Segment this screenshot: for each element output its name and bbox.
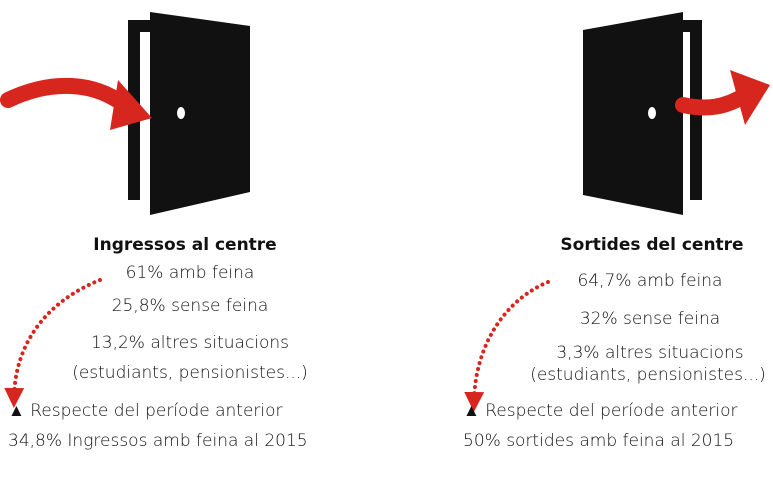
item: 64,7% amb feina [578, 271, 723, 291]
exit-arrow [675, 70, 770, 125]
panel-title: Sortides del centre [560, 235, 743, 255]
exit-door [583, 12, 702, 215]
entry-dotted-arrow [4, 278, 102, 408]
item: 32% sense feina [580, 309, 720, 329]
item: (estudiants, pensionistes...) [530, 365, 766, 385]
comparison: 50% sortides amb feina al 2015 [463, 431, 734, 451]
entry-arrow [0, 77, 152, 130]
exit-dotted-arrow [464, 280, 550, 412]
panel-title: Ingressos al centre [93, 235, 276, 255]
item: (estudiants, pensionistes...) [72, 363, 308, 383]
comparison: 34,8% Ingressos amb feina al 2015 [8, 431, 308, 451]
item: 3,3% altres situacions [556, 343, 743, 363]
item: 25,8% sense feina [112, 296, 269, 316]
item: 13,2% altres situacions [91, 333, 289, 353]
entry-door [128, 12, 250, 215]
note: ▲ Respecte del període anterior [463, 401, 738, 421]
item: 61% amb feina [126, 263, 255, 283]
note: ▲ Respecte del període anterior [8, 401, 283, 421]
